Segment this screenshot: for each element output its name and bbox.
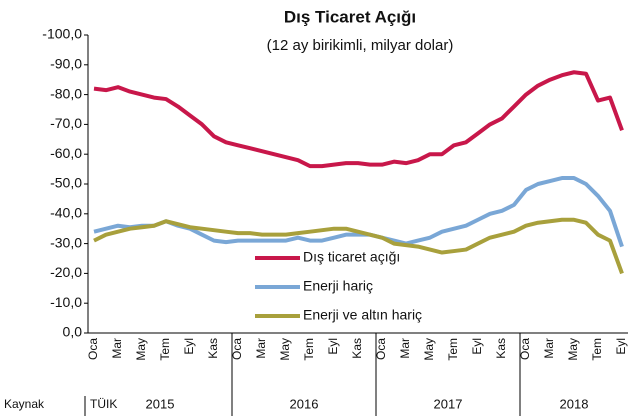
x-tick-label: Eyl [326,338,340,355]
x-tick-label: May [566,338,580,361]
legend-label: Dış ticaret açığı [303,249,400,265]
source-label: Kaynak [4,397,45,411]
x-tick-label: Eyl [470,338,484,355]
x-tick-label: Oca [518,338,532,360]
series-line [93,70,624,169]
x-tick-label: Mar [110,338,124,359]
y-tick-label: -10,0 [50,294,82,310]
x-tick-label: Kas [206,338,220,359]
series-line [93,217,624,275]
x-tick-label: Mar [542,338,556,359]
x-tick-label: Tem [302,338,316,361]
x-tick-label: Eyl [182,338,196,355]
year-label: 2015 [146,396,175,411]
y-tick-label: -100,0 [42,26,82,42]
y-tick-label: -70,0 [50,115,82,131]
x-tick-label: Kas [350,338,364,359]
x-tick-label: May [422,338,436,361]
x-tick-label: May [278,338,292,361]
year-label: 2017 [434,396,463,411]
x-tick-label: May [134,338,148,361]
y-tick-label: -90,0 [50,56,82,72]
source-name: TÜIK [90,397,117,411]
x-tick-label: Tem [446,338,460,361]
year-label: 2018 [560,396,589,411]
x-tick-label: Kas [494,338,508,359]
x-tick-label: Eyl [614,338,628,355]
x-tick-label: Oca [374,338,388,360]
y-tick-label: -40,0 [50,205,82,221]
chart-title: Dış Ticaret Açığı [284,7,416,26]
x-tick-label: Tem [590,338,604,361]
x-tick-label: Oca [86,338,100,360]
chart-subtitle: (12 ay birikimli, milyar dolar) [267,37,454,54]
y-tick-label: -80,0 [50,85,82,101]
year-label: 2016 [290,396,319,411]
x-tick-label: Oca [230,338,244,360]
y-tick-label: -30,0 [50,234,82,250]
series-line [93,176,624,248]
legend-label: Enerji hariç [303,278,373,294]
x-tick-label: Tem [158,338,172,361]
x-tick-label: Mar [398,338,412,359]
y-tick-label: 0,0 [63,324,83,340]
y-tick-label: -20,0 [50,264,82,280]
legend-label: Enerji ve altın hariç [303,307,422,323]
y-tick-label: -60,0 [50,145,82,161]
y-tick-label: -50,0 [50,175,82,191]
x-tick-label: Mar [254,338,268,359]
